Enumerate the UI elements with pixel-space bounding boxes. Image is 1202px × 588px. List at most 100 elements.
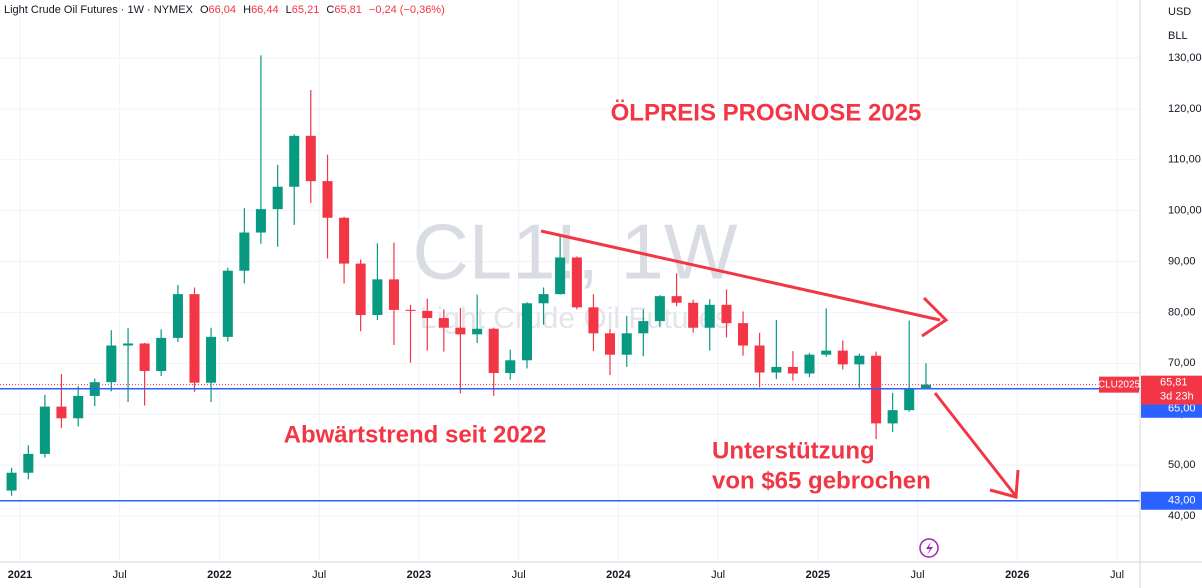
trend-line <box>540 229 941 322</box>
symbol: Light Crude Oil Futures · 1W · NYMEX <box>4 4 194 16</box>
candle-body <box>6 472 17 491</box>
candle-body <box>920 384 931 389</box>
price-label-box <box>1141 491 1202 510</box>
price-label: 65,00 <box>1168 403 1196 415</box>
candle-body <box>255 209 266 233</box>
y-tick-label: 110,00 <box>1168 154 1201 166</box>
candle-body <box>604 333 616 355</box>
x-tick-label: 2024 <box>606 569 631 581</box>
grid <box>0 0 1140 562</box>
candle-body <box>388 279 399 310</box>
candle-body <box>455 327 466 335</box>
x-tick-label: Jul <box>911 569 925 581</box>
candle-body <box>272 186 283 210</box>
change: −0,24 (−0,36%) <box>369 4 445 16</box>
candle-body <box>239 232 250 271</box>
currency: USD <box>1168 6 1191 18</box>
candle-body <box>156 337 167 371</box>
c-label: C <box>326 4 334 16</box>
y-tick-label: 80,00 <box>1168 306 1196 318</box>
candle-body <box>56 406 67 419</box>
chart-title: ÖLPREIS PROGNOSE 2025 <box>611 99 922 126</box>
candle-body <box>339 217 350 264</box>
candle-body <box>139 343 150 371</box>
x-tick-label: 2025 <box>806 569 830 581</box>
arrow-head <box>989 469 1020 499</box>
candle-body <box>322 181 333 218</box>
candle-body <box>305 135 316 182</box>
candle-body <box>472 328 483 335</box>
x-tick-label: 2023 <box>407 569 431 581</box>
candle-body <box>189 294 200 383</box>
candle-body <box>106 345 117 383</box>
candle-body <box>771 366 782 373</box>
symbol-tag <box>1099 376 1139 393</box>
candle-body <box>837 350 848 365</box>
candle-body <box>654 296 665 322</box>
x-tick-label: 2026 <box>1005 569 1029 581</box>
open: 66,04 <box>209 4 237 16</box>
arrow-line <box>933 392 1017 496</box>
header: Light Crude Oil Futures · 1W · NYMEX O66… <box>4 4 445 16</box>
candle-body <box>721 304 732 324</box>
candle-body <box>123 343 134 346</box>
y-tick-label: 90,00 <box>1168 255 1196 267</box>
y-tick-label: 70,00 <box>1168 357 1196 369</box>
x-tick-label: Jul <box>312 569 326 581</box>
x-tick-label: Jul <box>1110 569 1124 581</box>
candle-body <box>521 303 533 361</box>
y-tick-label: 100,00 <box>1168 205 1202 217</box>
axis-header <box>1141 0 1202 50</box>
candle-body <box>222 270 233 337</box>
candle-body <box>887 410 898 424</box>
event-icon[interactable] <box>919 538 939 558</box>
last-price-label: 65,81 <box>1160 377 1188 389</box>
candle-body <box>289 135 300 187</box>
l-label: L <box>286 4 292 16</box>
x-tick-label: 2022 <box>207 569 231 581</box>
symbol-label: CLU2025 <box>1098 379 1141 390</box>
high: 66,44 <box>251 4 279 16</box>
candle-body <box>571 257 582 308</box>
candle-body <box>704 304 715 328</box>
candle-body <box>904 388 915 411</box>
candle-body <box>688 302 699 328</box>
last-price-box <box>1141 375 1202 405</box>
candle-body <box>787 366 798 374</box>
candle-body <box>206 336 217 383</box>
x-tick-label: Jul <box>512 569 526 581</box>
x-tick-label: 2021 <box>8 569 32 581</box>
candle-body <box>372 279 383 315</box>
candle-body <box>738 323 749 346</box>
candle-body <box>555 257 566 295</box>
annotation: Unterstützung <box>712 437 875 464</box>
candle-body <box>172 294 183 338</box>
event-icon-bolt <box>926 542 933 555</box>
candle-body <box>854 355 865 365</box>
candle-body <box>621 333 632 355</box>
axes: 40,0050,0060,0070,0080,0090,00100,00110,… <box>8 52 1202 581</box>
candle-body <box>871 355 882 424</box>
price-label: 43,00 <box>1168 495 1196 507</box>
candle-body <box>405 309 416 311</box>
candle-body <box>23 453 34 473</box>
low: 65,21 <box>292 4 320 16</box>
annotation: Abwärtstrend seit 2022 <box>284 421 547 448</box>
annotation: von $65 gebrochen <box>712 467 931 494</box>
candle-body <box>422 310 433 319</box>
candle-body <box>73 395 84 419</box>
countdown: 3d 23h <box>1160 391 1194 403</box>
y-tick-label: 40,00 <box>1168 510 1196 522</box>
candle-body <box>438 318 449 328</box>
candle-body <box>588 307 599 334</box>
candle-body <box>355 263 366 315</box>
watermark-subtitle: Light Crude Oil Futures <box>420 302 730 335</box>
x-tick-label: Jul <box>113 569 127 581</box>
unit: BLL <box>1168 30 1188 42</box>
candle-body <box>754 345 765 373</box>
candle-body <box>39 406 50 454</box>
h-label: H <box>243 4 251 16</box>
